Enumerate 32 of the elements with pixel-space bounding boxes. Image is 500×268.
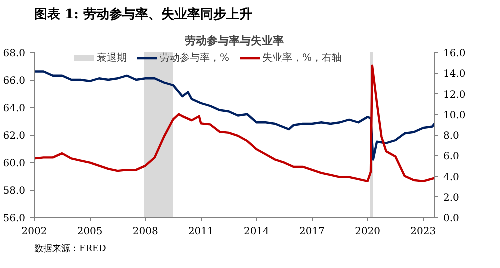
band-label: 衰退期 [97,52,127,65]
x-tick-label: 2023 [410,226,436,238]
chart-subtitle: 劳动参与率与失业率 [185,34,284,48]
y-tick-label: 56.0 [3,214,26,224]
x-tick-label: 2005 [77,226,103,238]
x-tick-label: 2017 [300,226,326,238]
y2-tick-label: 6.0 [444,152,460,163]
x-tick-label: 2014 [244,226,270,238]
legend-label: 失业率，%，右轴 [262,52,342,65]
line-series [34,64,434,183]
source-note: 数据来源：FRED [34,244,106,254]
y2-tick-label: 2.0 [444,192,460,204]
y-tick-label: 62.0 [3,131,26,142]
y2-tick-label: 16.0 [444,48,466,60]
y-tick-label: 68.0 [3,48,26,60]
y-tick-label: 66.0 [3,76,26,87]
chart-title: 图表 1: 劳动参与率、失业率同步上升 [34,6,252,22]
y2-tick-label: 4.0 [444,172,460,184]
x-tick-label: 2002 [22,226,48,238]
line-series [34,70,434,161]
y2-tick-label: 10.0 [444,110,466,122]
legend-label: 劳动参与率，% [160,52,230,65]
y2-tick-label: 14.0 [444,69,466,80]
y-tick-label: 64.0 [3,104,26,114]
y-tick-label: 58.0 [3,186,26,197]
x-tick-label: 2008 [132,226,158,238]
x-tick-label: 2020 [355,226,381,238]
y2-tick-label: 8.0 [444,131,460,142]
y-tick-label: 60.0 [3,158,26,170]
y2-tick-label: 12.0 [444,90,466,101]
x-tick-label: 2011 [188,226,214,238]
y2-tick-label: 0.0 [444,214,460,224]
